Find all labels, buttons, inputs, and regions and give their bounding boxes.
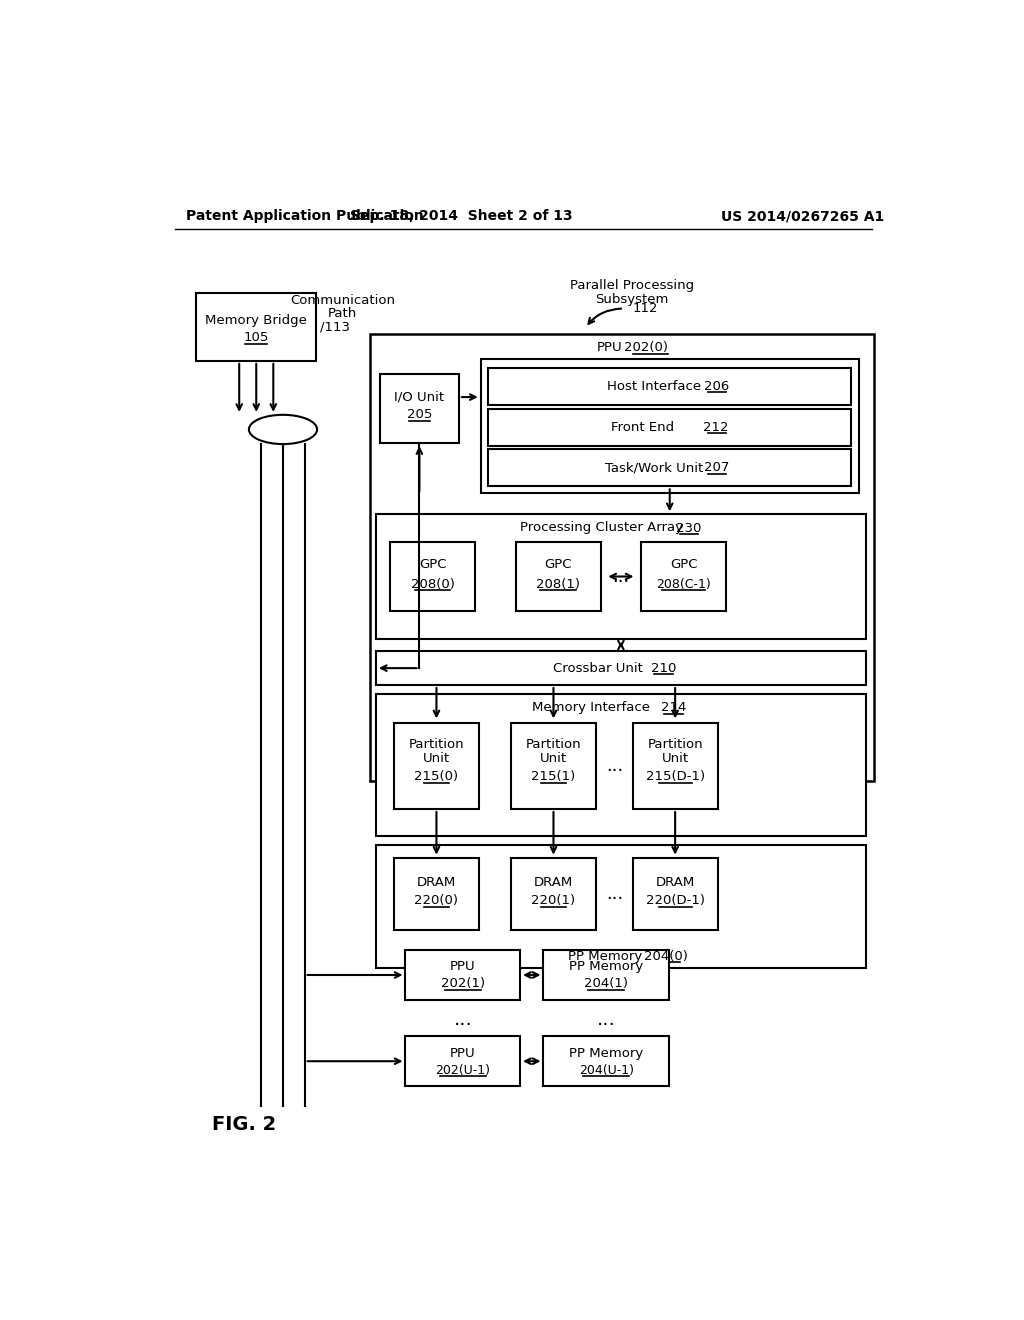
Bar [380,374,459,444]
Bar [370,334,873,780]
Text: I/O Unit: I/O Unit [394,391,444,404]
Bar [544,1036,669,1086]
Text: PPU: PPU [597,342,623,354]
Bar [544,950,669,1001]
Bar [390,543,475,611]
Text: Parallel Processing: Parallel Processing [569,279,694,292]
Text: 208(C-1): 208(C-1) [656,578,711,591]
Text: FIG. 2: FIG. 2 [212,1115,275,1134]
Text: ...: ... [605,756,623,775]
Text: Front End: Front End [611,421,674,434]
Text: 215(1): 215(1) [531,770,575,783]
Text: Patent Application Publication: Patent Application Publication [186,209,424,223]
Text: 220(D-1): 220(D-1) [646,894,705,907]
Text: DRAM: DRAM [534,876,573,890]
Text: Partition: Partition [525,738,582,751]
Text: Unit: Unit [423,751,450,764]
Text: 205: 205 [407,408,432,421]
Bar [394,723,479,809]
Text: PPU: PPU [450,1047,475,1060]
Text: 204(1): 204(1) [584,977,628,990]
Bar [394,858,479,929]
Text: 210: 210 [651,661,676,675]
Text: Unit: Unit [662,751,689,764]
Text: 105: 105 [244,331,269,345]
Text: DRAM: DRAM [655,876,694,890]
Text: PP Memory: PP Memory [569,961,643,973]
Text: Host Interface: Host Interface [607,380,701,393]
Bar [633,858,718,929]
Bar [197,293,316,360]
Text: Sep. 18, 2014  Sheet 2 of 13: Sep. 18, 2014 Sheet 2 of 13 [350,209,572,223]
Bar [488,409,851,446]
Text: 202(1): 202(1) [440,977,484,990]
Bar [480,359,859,494]
Text: ...: ... [612,568,630,586]
Text: 202(U-1): 202(U-1) [435,1064,490,1077]
Text: Memory Interface: Memory Interface [532,701,650,714]
Text: 220(1): 220(1) [531,894,575,907]
Bar [488,368,851,405]
Bar [376,515,866,639]
Text: Unit: Unit [540,751,567,764]
Text: ...: ... [597,1010,615,1028]
Bar [511,858,596,929]
Text: 212: 212 [703,421,729,434]
Bar [515,543,601,611]
Bar [406,950,520,1001]
Text: 208(1): 208(1) [537,578,581,591]
Text: 230: 230 [676,521,701,535]
Text: GPC: GPC [419,558,446,572]
Text: GPC: GPC [670,558,697,572]
Text: 204(0): 204(0) [644,949,688,962]
Text: Partition: Partition [647,738,702,751]
Text: 220(0): 220(0) [415,894,459,907]
Text: Task/Work Unit: Task/Work Unit [605,462,703,474]
Text: ...: ... [454,1010,472,1028]
Bar [376,845,866,969]
Text: 214: 214 [660,701,686,714]
Text: ...: ... [605,884,623,903]
Bar [633,723,718,809]
Bar [376,651,866,685]
Bar [406,1036,520,1086]
Text: Partition: Partition [409,738,464,751]
Text: 207: 207 [703,462,729,474]
Text: US 2014/0267265 A1: US 2014/0267265 A1 [721,209,884,223]
Text: 202(0): 202(0) [625,342,669,354]
Bar [376,693,866,836]
Text: 215(D-1): 215(D-1) [645,770,705,783]
Text: PP Memory: PP Memory [568,949,642,962]
Bar [488,449,851,487]
Text: Processing Cluster Array: Processing Cluster Array [520,521,683,535]
Text: Communication: Communication [290,294,395,308]
Text: /113: /113 [319,321,350,334]
Text: 204(U-1): 204(U-1) [579,1064,634,1077]
Bar [641,543,726,611]
Bar [511,723,596,809]
Text: DRAM: DRAM [417,876,456,890]
Text: GPC: GPC [545,558,571,572]
Text: PP Memory: PP Memory [569,1047,643,1060]
Text: Subsystem: Subsystem [595,293,669,306]
Text: 112: 112 [633,302,658,315]
Text: Path: Path [328,306,357,319]
Text: Memory Bridge: Memory Bridge [206,314,307,326]
Text: 208(0): 208(0) [411,578,455,591]
Text: 215(0): 215(0) [415,770,459,783]
Text: PPU: PPU [450,961,475,973]
Text: Crossbar Unit: Crossbar Unit [553,661,643,675]
Text: 206: 206 [703,380,729,393]
